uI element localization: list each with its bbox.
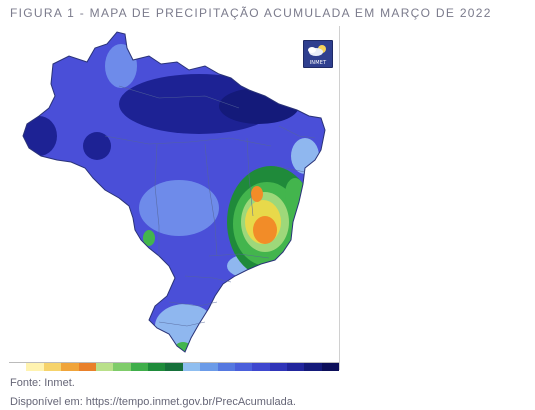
legend-swatch [113, 363, 131, 371]
legend-swatch [304, 363, 322, 371]
legend-swatch [200, 363, 218, 371]
acre-heavy-rain-zone [83, 132, 111, 160]
legend-swatch [95, 363, 114, 371]
legend-swatch [61, 363, 79, 371]
logo-text: INMET [309, 60, 327, 66]
west-heavy-rain-zone [23, 116, 57, 156]
legend-swatch [234, 363, 253, 371]
northwest-light-zone [105, 44, 137, 88]
legend-swatch [217, 363, 235, 371]
legend-swatch [165, 363, 183, 371]
map-canvas [22, 31, 326, 353]
legend-swatch [130, 363, 148, 371]
legend-swatch [182, 363, 201, 371]
state-boundaries [104, 85, 316, 327]
legend-swatch [26, 363, 44, 371]
legend-swatch [43, 363, 62, 371]
precipitation-map: INMET [9, 26, 340, 371]
precipitation-legend-bar [9, 362, 340, 371]
legend-swatch [78, 363, 96, 371]
central-medium-zone [139, 180, 219, 236]
coast-green-patch [285, 178, 305, 210]
west-green-patch [143, 230, 155, 246]
northeast-dry-zone-north [251, 186, 263, 202]
legend-swatch [321, 363, 340, 371]
source-note: Fonte: Inmet. [10, 377, 75, 389]
legend-swatch [148, 363, 166, 371]
legend-swatch [287, 363, 305, 371]
available-at-note: Disponível em: https://tempo.inmet.gov.b… [10, 396, 296, 408]
cloud-sun-icon [308, 45, 326, 56]
legend-swatch [269, 363, 287, 371]
legend-swatch [9, 363, 27, 371]
legend-swatch [252, 363, 270, 371]
northeast-dry-zone-south [253, 216, 277, 244]
inmet-logo: INMET [303, 40, 333, 68]
figure-title: FIGURA 1 - MAPA DE PRECIPITAÇÃO ACUMULAD… [10, 6, 492, 20]
